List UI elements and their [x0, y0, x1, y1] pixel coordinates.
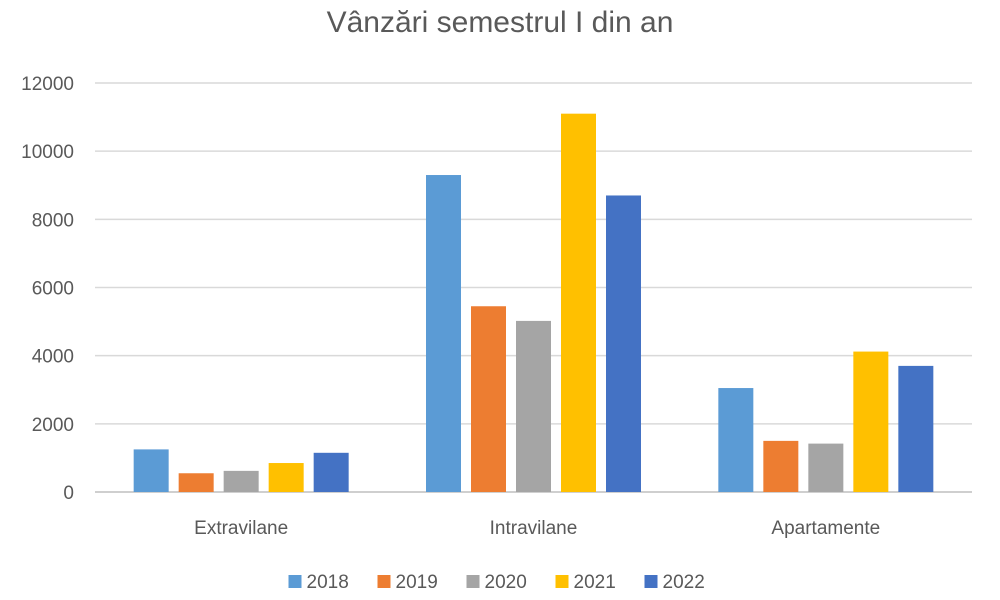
chart-title: Vânzări semestrul I din an [326, 6, 674, 39]
legend-swatch-2019 [377, 575, 391, 588]
y-tick-label: 8000 [32, 210, 74, 231]
y-tick-label: 2000 [32, 415, 74, 436]
bar-2020-apartamente [808, 443, 844, 492]
legend-label-2021: 2021 [574, 572, 616, 593]
y-axis-ticks: 0 2000 4000 6000 8000 10000 12000 [21, 74, 74, 504]
legend-label-2022: 2022 [663, 572, 705, 593]
bar-2020-intravilane [516, 320, 551, 492]
bar-2022-intravilane [606, 195, 641, 492]
y-tick-label: 6000 [32, 279, 74, 300]
bar-2018-intravilane [426, 175, 461, 492]
bar-2019-apartamente [763, 440, 799, 492]
legend-swatch-2022 [644, 575, 658, 588]
x-tick-label: Extravilane [194, 518, 288, 539]
bar-2022-extravilane [313, 452, 349, 492]
bar-2021-extravilane [268, 463, 304, 492]
bar-2019-extravilane [178, 473, 214, 492]
bar-2018-extravilane [133, 449, 169, 492]
legend: 2018 2019 2020 2021 2022 [288, 572, 705, 593]
x-axis-labels: Extravilane Intravilane Apartamente [194, 518, 880, 539]
bar-2021-apartamente [853, 351, 889, 492]
legend-swatch-2020 [466, 575, 480, 588]
y-tick-label: 0 [63, 483, 74, 504]
legend-label-2019: 2019 [396, 572, 438, 593]
legend-label-2020: 2020 [485, 572, 527, 593]
y-tick-label: 12000 [21, 74, 74, 95]
legend-swatch-2021 [555, 575, 569, 588]
legend-label-2018: 2018 [307, 572, 349, 593]
bars [133, 113, 934, 493]
bar-2022-apartamente [898, 365, 934, 492]
x-tick-label: Apartamente [771, 518, 880, 539]
bar-2021-intravilane [561, 113, 596, 493]
legend-swatch-2018 [288, 575, 302, 588]
y-tick-label: 4000 [32, 347, 74, 368]
bar-2018-apartamente [718, 388, 754, 492]
bar-2019-intravilane [471, 306, 506, 492]
y-tick-label: 10000 [21, 142, 74, 163]
bar-2020-extravilane [223, 470, 259, 492]
x-tick-label: Intravilane [490, 518, 578, 539]
